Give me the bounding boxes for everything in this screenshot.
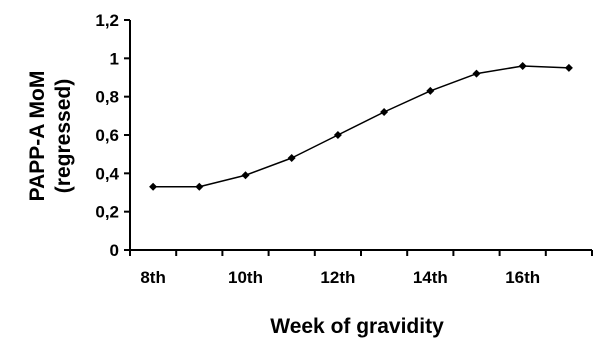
y-tick-label: 0,2 — [95, 203, 119, 222]
data-point-marker — [564, 63, 573, 72]
x-tick-label: 16th — [505, 268, 540, 287]
data-point-marker — [287, 154, 296, 162]
data-point-marker — [380, 108, 389, 116]
y-tick-label: 1 — [110, 49, 119, 68]
data-point-marker — [518, 62, 527, 70]
y-axis-title-line-2: (regressed) — [52, 79, 75, 193]
series-line — [153, 65, 569, 188]
y-tick-label: 0,4 — [95, 164, 119, 183]
x-tick-label: 10th — [228, 268, 263, 287]
y-tick-label: 0,8 — [95, 88, 119, 107]
y-axis-title: PAPP-A MoM (regressed) — [26, 71, 75, 202]
y-tick-label: 1,2 — [95, 11, 119, 30]
x-axis-title: Week of gravidity — [270, 315, 444, 338]
x-tick-label: 8th — [140, 268, 166, 287]
data-point-marker — [241, 171, 250, 180]
x-tick-label: 12th — [320, 268, 355, 287]
data-point-marker — [195, 182, 204, 191]
data-point-marker — [426, 86, 435, 95]
data-point-marker — [472, 69, 481, 78]
y-tick-label: 0 — [110, 241, 119, 260]
x-tick-label: 14th — [413, 268, 448, 287]
data-point-marker — [333, 131, 342, 139]
y-tick-label: 0,6 — [95, 126, 119, 145]
y-axis-title-line-1: PAPP-A MoM — [26, 71, 49, 202]
data-point-marker — [149, 182, 158, 191]
